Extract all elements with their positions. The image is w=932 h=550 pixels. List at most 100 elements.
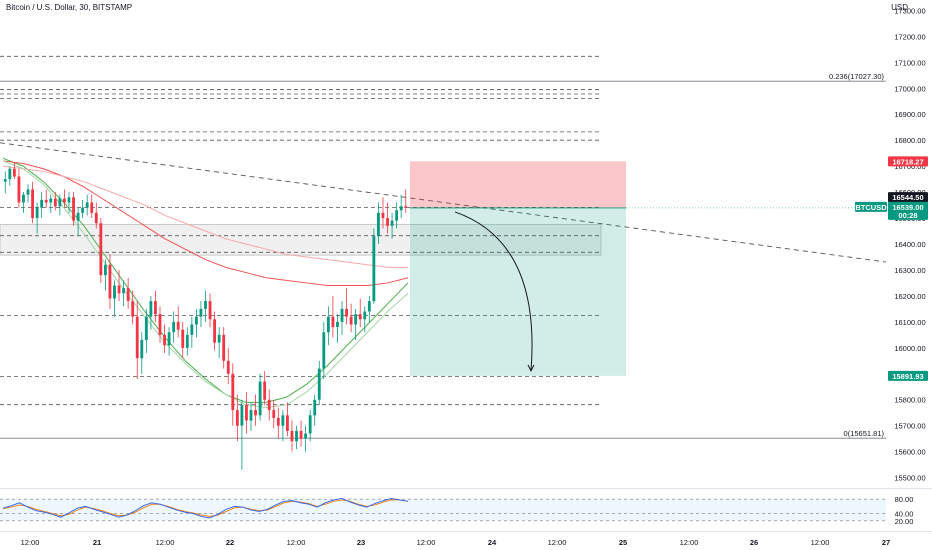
price-badge [888,201,928,212]
symbol-badge [855,201,887,212]
candle-body [358,314,362,320]
candle-body [290,430,294,442]
price-tick-label: 16300.00 [894,266,925,275]
candle-body [26,189,30,195]
candle-body [395,210,399,221]
candle-body [299,430,303,439]
price-tick-label: 16800.00 [894,136,925,145]
candle-body [44,199,48,203]
candle-body [35,207,39,219]
candle-body [363,311,367,320]
symbol-title: Bitcoin / U.S. Dollar, 30, BITSTAMP [6,3,133,12]
candle-body [94,212,98,224]
candle-body [276,417,280,426]
candle-body [63,198,66,203]
candle-body [308,415,312,434]
candle-body [390,220,394,226]
price-tick-label: 16900.00 [894,110,925,119]
candle-body [103,264,107,276]
candle-body [213,319,217,343]
candle-body [154,301,157,315]
candle-body [199,308,203,317]
candle-body [285,415,289,431]
time-tick-label: 12:00 [417,538,436,547]
candle-body [254,410,257,416]
rsi-level-label: 20.00 [895,517,914,526]
candle-body [190,324,194,335]
candle-body [163,334,166,346]
candle-body [58,198,62,207]
candle-body [267,399,271,411]
candle-body [295,430,298,442]
candle-body [381,212,385,219]
take-profit-zone [410,207,626,376]
candle-body [349,316,353,325]
candle-body [204,301,207,309]
candle-body [240,404,244,426]
candle-body [31,189,34,219]
time-tick-label: 24 [488,538,497,547]
price-tick-label: 17100.00 [894,58,925,67]
projection-arrowhead [527,364,535,373]
candle-body [272,410,276,418]
candle-body [194,316,198,325]
candle-body [176,321,180,330]
candle-body [108,264,112,299]
rsi-signal-line [2,499,409,517]
candle-body [404,206,408,208]
time-tick-label: 23 [357,538,365,547]
trendline [0,142,887,263]
time-tick-label: 12:00 [156,538,175,547]
price-tick-label: 16100.00 [894,318,925,327]
stop-loss-zone [410,161,626,208]
candle-body [158,314,162,335]
candle-body [226,360,230,374]
candle-body [135,316,139,359]
price-tick-label: 15800.00 [894,396,925,405]
candle-body [53,198,57,207]
candle-body [76,212,80,221]
candle-body [117,285,121,294]
candle-body [8,168,12,180]
candle-body [122,288,126,294]
candle-body [113,285,116,299]
currency-label: USD [891,3,908,12]
position-tool [410,161,886,376]
price-badge [888,192,928,203]
time-tick-label: 12:00 [680,538,699,547]
candle-body [149,301,153,317]
time-tick-label: 25 [619,538,627,547]
time-tick-label: 12:00 [287,538,306,547]
moving-average-line [2,157,409,403]
time-tick-label: 12:00 [21,538,40,547]
time-tick-label: 27 [882,538,890,547]
candle-body [67,197,71,203]
rsi-level-label: 80.00 [895,495,914,504]
moving-average-line [2,160,409,287]
candle-body [345,308,348,317]
moving-average-line [2,165,408,268]
candle-body [144,316,148,341]
candle-body [331,316,335,328]
price-tick-label: 16400.00 [894,240,925,249]
candle-body [217,334,221,343]
candle-body [249,410,253,421]
price-tick-label: 16200.00 [894,292,925,301]
candle-body [372,236,376,302]
fib-level-label: 0.236(17027.30) [829,72,885,81]
candle-body [354,314,358,325]
candle-body [386,218,389,226]
candle-body [245,404,248,421]
rsi-line [2,498,409,519]
price-tick-label: 17000.00 [894,84,925,93]
candle-body [185,334,189,348]
candle-body [90,202,94,213]
price-tick-label: 15500.00 [894,474,925,483]
candle-body [131,301,135,317]
candle-body [17,176,21,203]
candle-body [340,308,344,322]
candle-body [222,334,226,361]
price-badge-label: 00:28 [898,211,917,220]
price-badge-label: 16718.27 [892,157,923,166]
